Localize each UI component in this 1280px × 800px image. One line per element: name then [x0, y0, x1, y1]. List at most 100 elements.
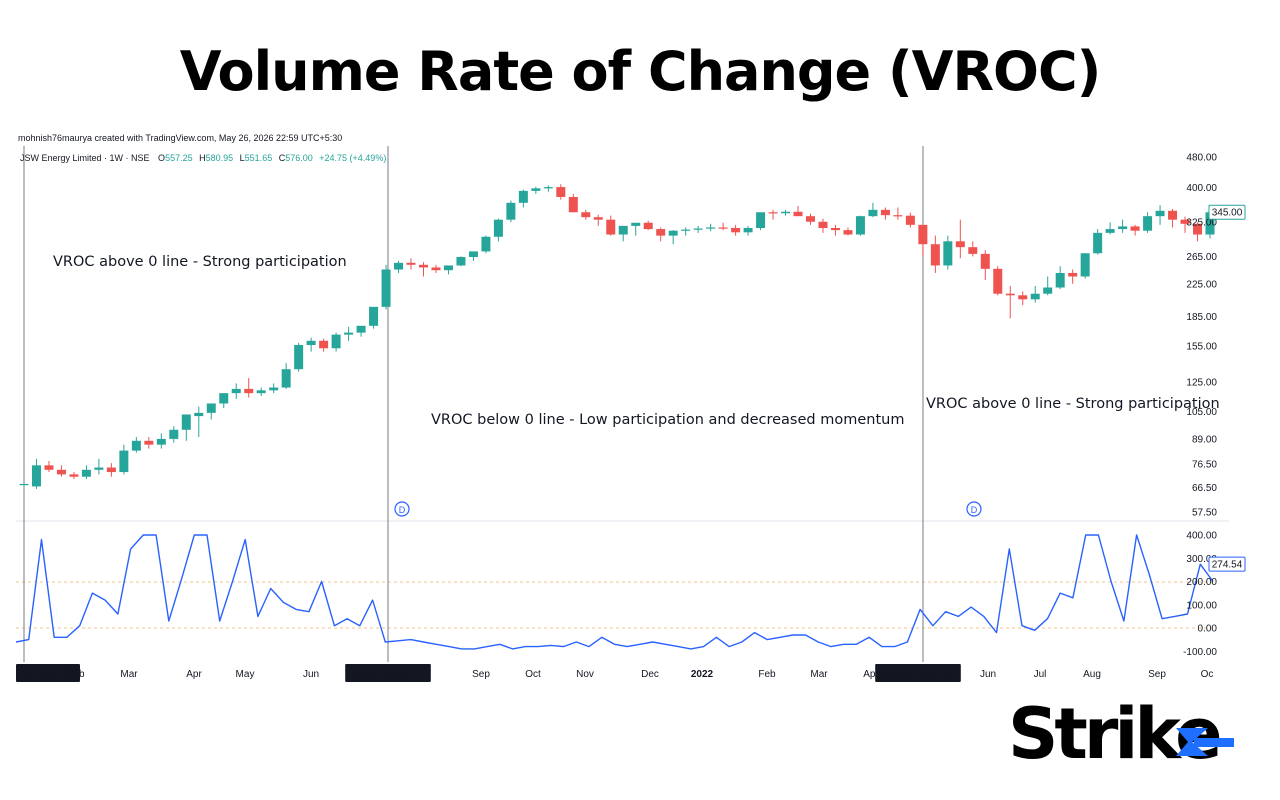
- time-tick-label: Nov: [576, 669, 594, 680]
- candle: [81, 465, 91, 480]
- symbol-legend[interactable]: JSW Energy Limited · 1W · NSE O557.25 H5…: [20, 153, 386, 163]
- candle: [1093, 229, 1103, 255]
- candle: [1180, 216, 1190, 233]
- price-tick-label: 225.00: [1186, 279, 1217, 290]
- time-tick-label: Apr: [186, 669, 202, 680]
- strike-arrow-icon: [1176, 728, 1234, 756]
- candle-body: [1018, 295, 1028, 300]
- candle-body: [256, 390, 266, 394]
- vroc-series: [15, 534, 1214, 650]
- candle: [518, 189, 528, 208]
- candle: [356, 325, 366, 337]
- price-tick-label: 105.00: [1186, 407, 1217, 418]
- price-axis[interactable]: 480.00 400.00 325.00 265.00 225.00 185.00 155.…: [1186, 153, 1246, 519]
- candle-body: [1093, 232, 1103, 254]
- time-tick: Sep: [1148, 669, 1166, 680]
- price-tick-label: 155.00: [1186, 342, 1217, 353]
- candle-body: [443, 265, 453, 271]
- dividend-marker-2[interactable]: D: [966, 501, 982, 517]
- candle: [406, 258, 416, 270]
- candle: [1005, 286, 1015, 319]
- dividend-marker-1[interactable]: D: [394, 501, 410, 517]
- time-tick: Feb: [758, 669, 776, 680]
- candle: [543, 185, 553, 192]
- candle: [781, 209, 791, 216]
- ohlc-low-label: L: [240, 153, 245, 163]
- candle-body: [1180, 219, 1190, 224]
- candle: [718, 222, 728, 231]
- time-tick-label: Mar: [810, 669, 828, 680]
- candle: [868, 202, 878, 218]
- price-tick-label: 76.50: [1192, 460, 1217, 471]
- candle: [618, 225, 628, 242]
- time-tick: Mar: [120, 669, 138, 680]
- candle: [768, 209, 778, 220]
- candle-body: [1205, 212, 1215, 235]
- time-tick: Dec: [641, 669, 659, 680]
- candle: [443, 265, 453, 275]
- candle-body: [181, 414, 191, 430]
- time-tick-label: Mon 02 May '22: [882, 669, 955, 680]
- candle: [806, 213, 816, 225]
- candle: [19, 483, 29, 487]
- ohlc-high: 580.95: [206, 153, 234, 163]
- candle-body: [1068, 272, 1078, 277]
- ohlc-open-label: O: [158, 153, 165, 163]
- candle: [606, 215, 616, 236]
- candle-body: [331, 334, 341, 349]
- candle: [294, 342, 304, 372]
- candle-body: [119, 450, 129, 473]
- candle: [506, 200, 516, 223]
- time-axis-highlight: Mon 19 Jul '21: [345, 664, 431, 682]
- candle: [980, 250, 990, 281]
- candle: [643, 220, 653, 231]
- price-tick-label: 57.50: [1192, 508, 1217, 519]
- vroc-axis[interactable]: 400.00 300.00 200.00 100.00 0.00 -100.00 274.5…: [1183, 531, 1246, 658]
- candle: [181, 414, 191, 441]
- candle: [556, 184, 566, 200]
- candle-body: [156, 438, 166, 445]
- candle: [743, 225, 753, 236]
- candle: [593, 214, 603, 226]
- candle: [905, 212, 915, 228]
- candle-body: [668, 230, 678, 236]
- candle: [1043, 276, 1053, 296]
- candle-body: [1168, 210, 1178, 220]
- last-price-badge: [1208, 204, 1246, 220]
- time-tick-label: Jun: [303, 669, 319, 680]
- time-axis-highlight: 04 Jan '21: [16, 664, 80, 682]
- time-tick: Oc: [1201, 669, 1214, 680]
- candle: [119, 444, 129, 475]
- chart-panel-bg: [16, 146, 1229, 686]
- ohlc-close-label: C: [279, 153, 286, 163]
- time-highlight-bg: [16, 664, 80, 682]
- time-tick-label: Jun: [980, 669, 996, 680]
- candle: [531, 186, 541, 194]
- time-tick: Apr: [863, 669, 879, 680]
- time-tick-label: Oc: [1201, 669, 1214, 680]
- candle: [668, 230, 678, 245]
- candle-body: [543, 187, 553, 189]
- candle-body: [369, 306, 379, 326]
- candle: [1080, 253, 1090, 279]
- candle-body: [1055, 272, 1065, 288]
- ohlc-open: 557.25: [165, 153, 193, 163]
- candle: [681, 227, 691, 236]
- candle-body: [631, 222, 641, 226]
- candle-body: [244, 388, 254, 394]
- time-tick-label: Mar: [120, 669, 138, 680]
- candle: [1068, 269, 1078, 284]
- candle-body: [1155, 210, 1165, 217]
- time-tick-label: Aug: [1083, 669, 1101, 680]
- time-tick-label: 2022: [691, 669, 714, 680]
- time-tick: Jun: [303, 669, 319, 680]
- candle-body: [568, 196, 578, 213]
- candle: [219, 393, 229, 409]
- candle-body: [231, 388, 241, 394]
- candle: [144, 437, 154, 449]
- candle-body: [394, 262, 404, 270]
- candle-body: [319, 340, 329, 349]
- candle: [169, 426, 179, 443]
